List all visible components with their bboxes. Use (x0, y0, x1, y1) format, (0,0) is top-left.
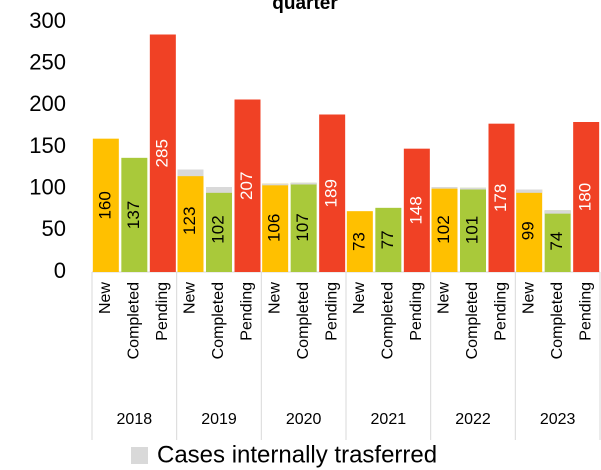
series-label: Completed (210, 282, 227, 359)
value-label: 178 (491, 184, 510, 212)
transferred-segment (516, 189, 543, 193)
bar (177, 169, 204, 272)
value-label: 123 (180, 207, 199, 235)
transferred-segment (206, 187, 232, 193)
series-label: Pending (577, 282, 594, 341)
x-group-label: 2022 (455, 411, 491, 428)
value-label: 102 (434, 215, 453, 243)
value-label: 107 (293, 213, 312, 241)
x-group-label: 2018 (117, 411, 153, 428)
series-label: Pending (239, 282, 256, 341)
series-label: New (182, 282, 199, 314)
series-label: Completed (380, 282, 397, 359)
y-tick-label: 150 (29, 133, 66, 158)
series-label: New (520, 282, 537, 314)
y-tick-label: 50 (42, 216, 66, 241)
transferred-segment (177, 169, 204, 177)
bar (234, 99, 261, 272)
y-tick-label: 300 (29, 8, 66, 33)
bar (149, 34, 176, 272)
series-label: Pending (408, 282, 425, 341)
transferred-segment (431, 187, 458, 189)
y-tick-label: 250 (29, 49, 66, 74)
bar (206, 187, 232, 272)
value-label: 102 (208, 215, 227, 243)
chart-title: quarter (272, 0, 338, 14)
transferred-segment (460, 187, 486, 190)
series-label: Pending (154, 282, 171, 341)
y-tick-label: 0 (54, 258, 66, 283)
y-tick-label: 100 (29, 174, 66, 199)
transferred-segment (262, 183, 289, 186)
value-label: 74 (547, 232, 566, 251)
value-label: 160 (95, 191, 114, 219)
transferred-segment (544, 210, 571, 214)
value-label: 101 (462, 216, 481, 244)
value-label: 207 (237, 172, 256, 200)
series-label: Completed (549, 282, 566, 359)
bar (573, 122, 600, 272)
bar (262, 183, 289, 272)
series-label: New (266, 282, 283, 314)
x-group-label: 2020 (286, 411, 322, 428)
value-label: 99 (519, 221, 538, 240)
transferred-segment (290, 182, 317, 185)
bar (516, 189, 543, 272)
bar (431, 187, 458, 272)
bar (121, 157, 148, 272)
bar (375, 207, 402, 272)
series-label: Completed (295, 282, 312, 359)
bar (488, 123, 515, 273)
bar (319, 114, 346, 272)
series-label: New (436, 282, 453, 314)
legend-label: Cases internally trasferred (157, 441, 437, 468)
bar (403, 148, 430, 272)
value-label: 137 (124, 201, 143, 229)
series-label: Pending (493, 282, 510, 341)
legend-swatch (131, 447, 148, 464)
bar (544, 210, 571, 272)
y-tick-label: 200 (29, 91, 66, 116)
value-label: 106 (265, 214, 284, 242)
value-label: 189 (322, 179, 341, 207)
x-group-label: 2019 (201, 411, 237, 428)
series-label: New (97, 282, 114, 314)
bar (290, 182, 317, 272)
bar (460, 187, 486, 272)
value-label: 73 (349, 232, 368, 251)
series-label: New (351, 282, 368, 314)
bar (346, 211, 373, 272)
value-label: 148 (406, 196, 425, 224)
x-group-label: 2021 (371, 411, 407, 428)
series-label: Completed (126, 282, 143, 359)
value-label: 180 (576, 183, 595, 211)
value-label: 77 (378, 230, 397, 249)
bar (92, 138, 119, 272)
value-label: 285 (152, 139, 171, 167)
series-label: Pending (323, 282, 340, 341)
series-label: Completed (464, 282, 481, 359)
x-group-label: 2023 (540, 411, 576, 428)
